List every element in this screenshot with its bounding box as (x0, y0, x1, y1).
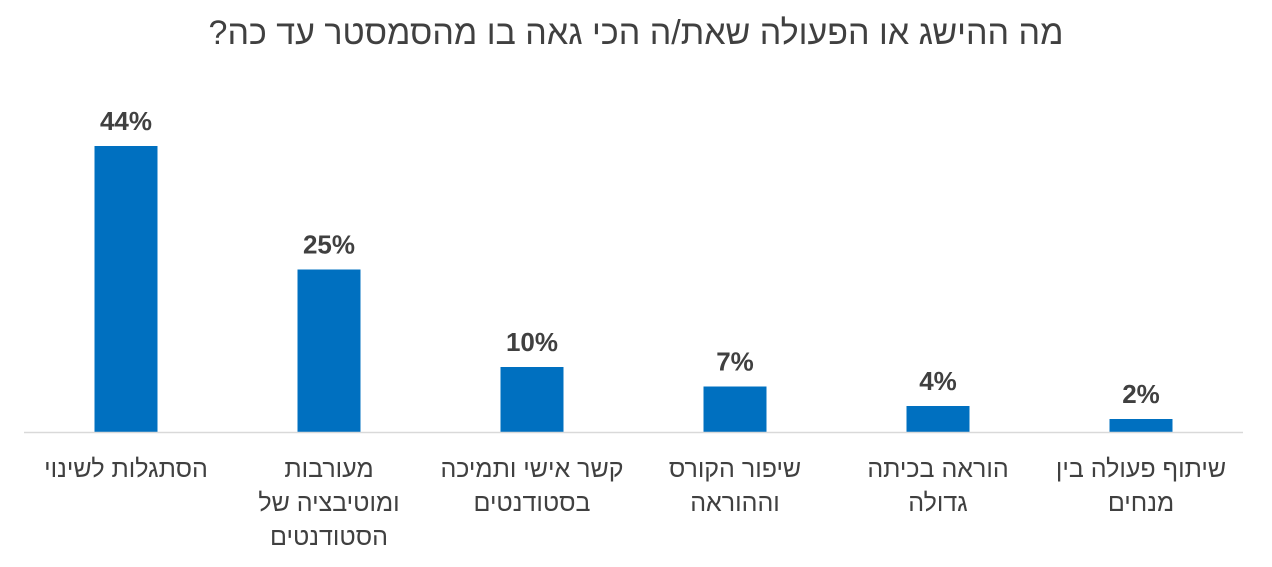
bar-4 (906, 406, 970, 432)
category-label-line: בסטודנטים (473, 489, 591, 517)
category-label-line: מעורבות (284, 455, 374, 483)
category-label-0: הסתגלות לשינוי (26, 452, 226, 486)
category-label-line: וההוראה (690, 489, 780, 517)
category-label-5: שיתוף פעולה בין מנחים (1041, 452, 1241, 520)
category-label-1: מעורבות ומוטיבציה של הסטודנטים (229, 452, 429, 554)
category-label-2: קשר אישי ותמיכה בסטודנטים (432, 452, 632, 520)
bar-3 (703, 386, 767, 432)
bar-2 (500, 367, 564, 432)
category-label-line: גדולה (908, 489, 968, 517)
data-label-1: 25% (303, 230, 355, 260)
category-label-line: שיתוף פעולה בין (1055, 455, 1227, 483)
chart-title: מה ההישג או הפעולה שאת/ה הכי גאה בו מהסמ… (208, 14, 1064, 52)
bar-5 (1109, 419, 1173, 432)
category-label-line: מנחים (1107, 489, 1175, 517)
category-label-line: הוראה בכיתה (867, 455, 1009, 483)
data-label-3: 7% (716, 347, 754, 377)
data-label-5: 2% (1122, 379, 1160, 409)
category-label-line: הסטודנטים (270, 523, 388, 551)
data-label-0: 44% (100, 106, 152, 136)
category-label-line: ומוטיבציה של (258, 489, 400, 517)
data-label-4: 4% (919, 366, 957, 396)
category-label-4: הוראה בכיתה גדולה (838, 452, 1038, 520)
data-label-2: 10% (506, 327, 558, 357)
category-label-line: הסתגלות לשינוי (44, 455, 208, 483)
category-label-line: שיפור הקורס (668, 455, 802, 483)
category-label-line: קשר אישי ותמיכה (440, 455, 624, 483)
category-label-3: שיפור הקורס וההוראה (635, 452, 835, 520)
bar-0 (94, 146, 158, 432)
bar-1 (297, 269, 361, 432)
